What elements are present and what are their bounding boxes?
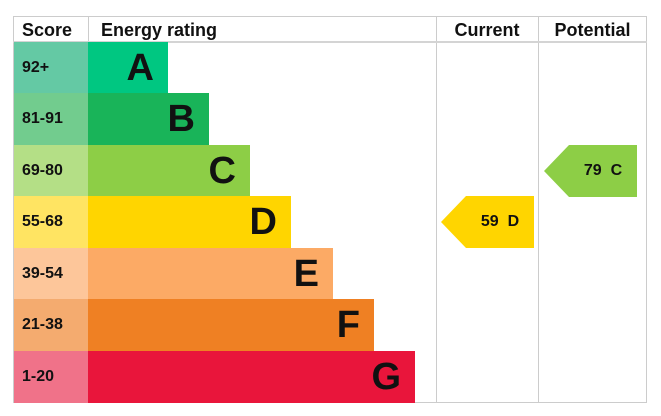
header-divider bbox=[13, 41, 647, 43]
score-cell-a: 92+ bbox=[14, 42, 88, 94]
band-bar-d: D bbox=[88, 196, 291, 248]
score-cell-f: 21-38 bbox=[14, 299, 88, 351]
band-bar-c: C bbox=[88, 145, 250, 197]
score-cell-b: 81-91 bbox=[14, 93, 88, 145]
band-bar-b: B bbox=[88, 93, 209, 145]
header-score: Score bbox=[22, 20, 73, 40]
divider-current bbox=[436, 16, 437, 403]
band-bar-f: F bbox=[88, 299, 374, 351]
potential-rating-arrow: 79 C bbox=[544, 145, 637, 197]
potential-rating-label: 79 C bbox=[583, 162, 623, 179]
band-bar-g: G bbox=[88, 351, 415, 403]
band-letter-c: C bbox=[208, 150, 236, 192]
current-rating-label: 59 D bbox=[480, 213, 520, 230]
band-bar-a: A bbox=[88, 42, 168, 94]
divider-potential bbox=[538, 16, 539, 403]
band-bar-e: E bbox=[88, 248, 333, 300]
band-letter-b: B bbox=[167, 98, 195, 140]
band-letter-d: D bbox=[249, 201, 277, 243]
score-cell-g: 1-20 bbox=[14, 351, 88, 403]
band-letter-a: A bbox=[126, 47, 154, 89]
header-energy-rating: Energy rating bbox=[101, 20, 218, 40]
current-rating-arrow: 59 D bbox=[441, 196, 534, 248]
header-potential: Potential bbox=[554, 20, 631, 40]
band-letter-f: F bbox=[336, 304, 360, 346]
arrow-left-shape-icon bbox=[544, 145, 637, 197]
band-letter-g: G bbox=[371, 356, 401, 398]
band-letter-e: E bbox=[293, 253, 319, 295]
arrow-left-shape-icon bbox=[441, 196, 534, 248]
header-current: Current bbox=[454, 20, 520, 40]
score-cell-c: 69-80 bbox=[14, 145, 88, 197]
score-cell-d: 55-68 bbox=[14, 196, 88, 248]
score-cell-e: 39-54 bbox=[14, 248, 88, 300]
